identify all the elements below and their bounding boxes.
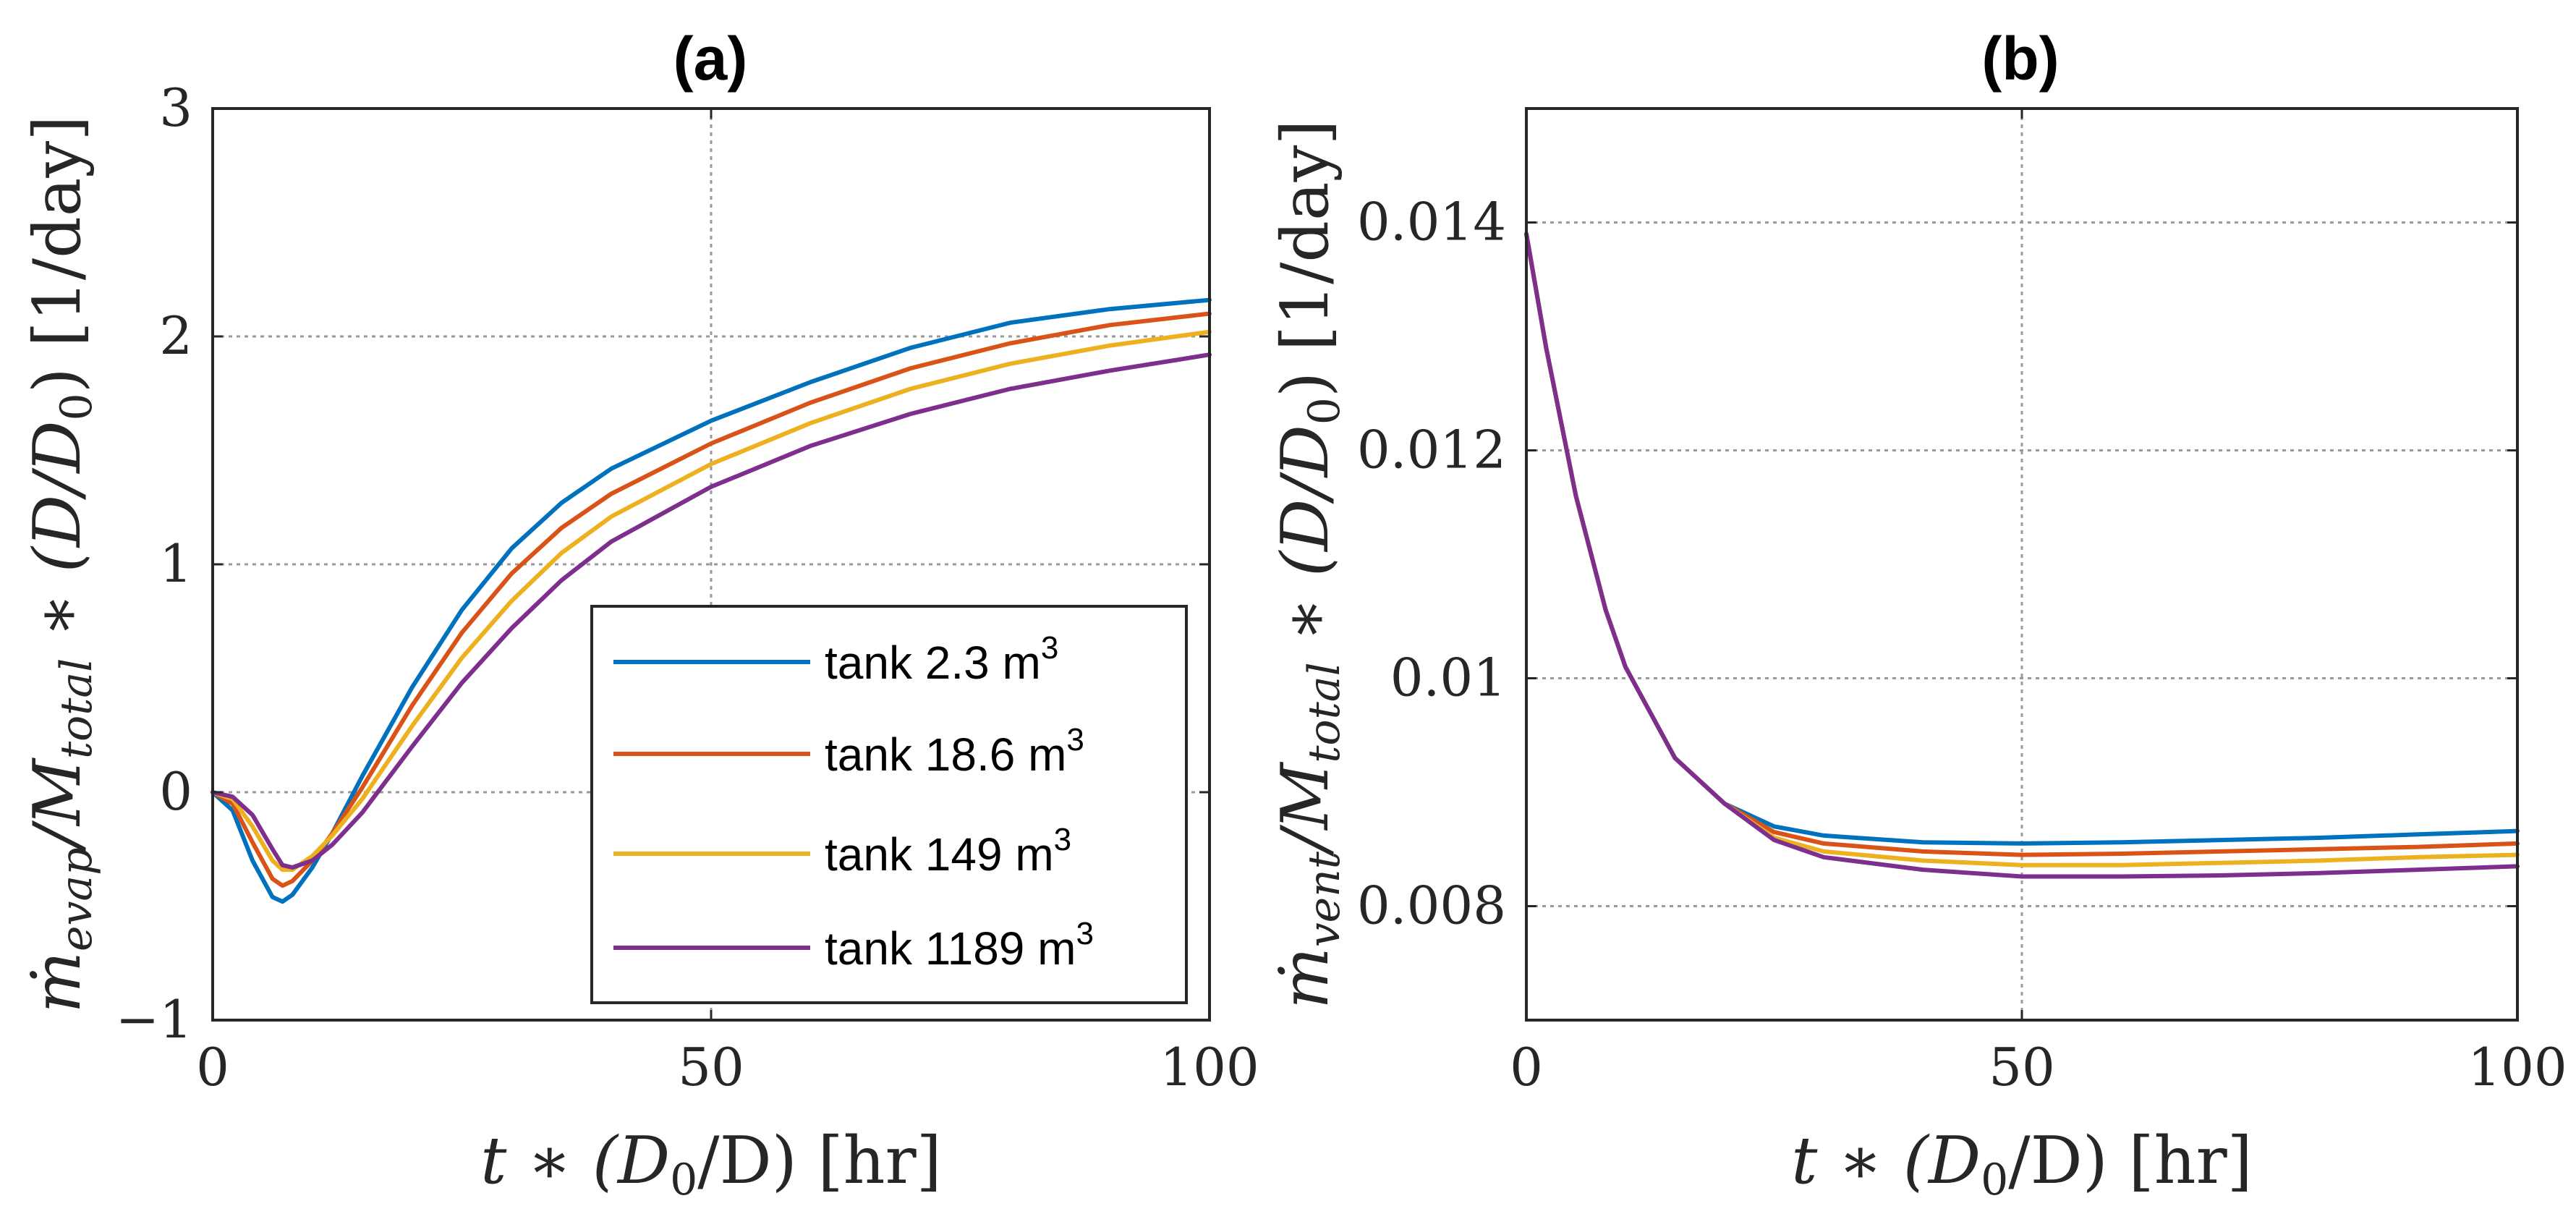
panel-b-ylabel-sub2: total (1299, 662, 1350, 763)
panel-b-xtick-label-0: 0 (1510, 1037, 1543, 1098)
panel-b-grid (1526, 109, 2517, 1020)
panel-a-xlabel-sub: 0 (670, 1155, 697, 1205)
panel-b-ylabel-sub3: 0 (1299, 397, 1350, 425)
panel-a-ylabel-sub3: 0 (51, 393, 102, 420)
panel-b-xlabel: t ∗ (D0/D) [hr] (1791, 1123, 2252, 1205)
legend-sup-1: 3 (1041, 630, 1058, 666)
legend: tank 2.3 m3 tank 18.6 m3 tank 149 m3 tan… (590, 605, 1188, 1004)
panel-b-ytick-label-3: 0.014 (1357, 192, 1506, 252)
legend-sup-3: 3 (1054, 822, 1071, 857)
legend-entry-1: tank 2.3 m3 (825, 630, 1058, 689)
panel-a-xtick-label-2: 100 (1160, 1037, 1259, 1098)
panel-b-ytick-label-2: 0.012 (1357, 420, 1506, 480)
panel-a-ylabel-sub2: total (51, 658, 102, 759)
panel-a-ytick-label-1: 0 (159, 761, 192, 822)
panel-b-xlabel-b: /D) [hr] (2008, 1123, 2252, 1199)
panel-b-ytick-label-0: 0.008 (1357, 875, 1506, 936)
panel-a-ylabel-d: ) [1/day] (20, 116, 95, 394)
panel-b-ylabel-sub1: vent (1299, 851, 1350, 947)
panel-a-series-2 (211, 311, 1212, 888)
legend-label-2: tank 18.6 m (825, 729, 1066, 781)
panel-b-title: (b) (1981, 25, 2059, 93)
panel-b-ylabel-d: ) [1/day] (1267, 119, 1343, 397)
panel-b-xlabel-sub: 0 (1981, 1155, 2008, 1205)
panel-a-ytick-label-2: 1 (159, 533, 192, 594)
panel-a-title: (a) (673, 25, 748, 93)
panel-a-ytick-label-3: 2 (159, 305, 192, 366)
legend-label-3: tank 149 m (825, 828, 1054, 880)
panel-a-series (211, 297, 1212, 904)
panel-b-xtick-label-2: 100 (2467, 1037, 2567, 1098)
panel-b-ylabel-c: ∗ (D/D (1267, 425, 1343, 662)
legend-entry-3: tank 149 m3 (825, 822, 1071, 880)
panel-a-ylabel: ṁevap/Mtotal ∗ (D/D0) [1/day] (20, 116, 102, 1014)
panel-a-ytick-label-4: 3 (159, 77, 192, 138)
panel-b-ylabel: ṁvent/Mtotal ∗ (D/D0) [1/day] (1267, 119, 1350, 1009)
legend-label-1: tank 2.3 m (825, 637, 1041, 689)
panel-b-ytick-label-1: 0.01 (1390, 648, 1506, 708)
panel-a-xlabel: t ∗ (D0/D) [hr] (480, 1123, 941, 1205)
panel-a-xlabel-b: /D) [hr] (697, 1123, 941, 1199)
panel-a-ylabel-b: /M (20, 757, 95, 853)
panel-a-series-3 (211, 329, 1212, 873)
panel-a-ylabel-a: ṁ (20, 951, 95, 1013)
legend-sup-4: 3 (1076, 916, 1093, 951)
legend-entry-4: tank 1189 m3 (825, 916, 1094, 975)
panel-b-ticks: 0 50 100 0.008 0.01 0.012 0.014 (1357, 109, 2567, 1098)
panel-b-series-4 (1524, 232, 2520, 879)
panel-a-ylabel-sub1: evap (51, 847, 102, 951)
panel-b-xlabel-a: t ∗ (D (1791, 1123, 1981, 1199)
legend-sup-2: 3 (1066, 722, 1084, 757)
panel-a-xlabel-a: t ∗ (D (480, 1123, 670, 1199)
panel-a-xtick-label-0: 0 (196, 1037, 229, 1098)
legend-entry-2: tank 18.6 m3 (825, 722, 1084, 781)
legend-box (590, 605, 1188, 1004)
panel-b-ylabel-a: ṁ (1267, 947, 1343, 1009)
legend-label-4: tank 1189 m (825, 922, 1076, 975)
panel-b-xtick-label-1: 50 (1989, 1037, 2055, 1098)
panel-b-series (1524, 232, 2520, 879)
panel-b-ylabel-b: /M (1267, 762, 1343, 857)
panel-a-xtick-label-1: 50 (678, 1037, 744, 1098)
panel-a-series-1 (211, 297, 1212, 904)
panel-a-series-4 (211, 352, 1212, 870)
panel-a-ytick-label-0: −1 (116, 989, 192, 1050)
panel-a-ylabel-c: ∗ (D/D (20, 420, 95, 658)
